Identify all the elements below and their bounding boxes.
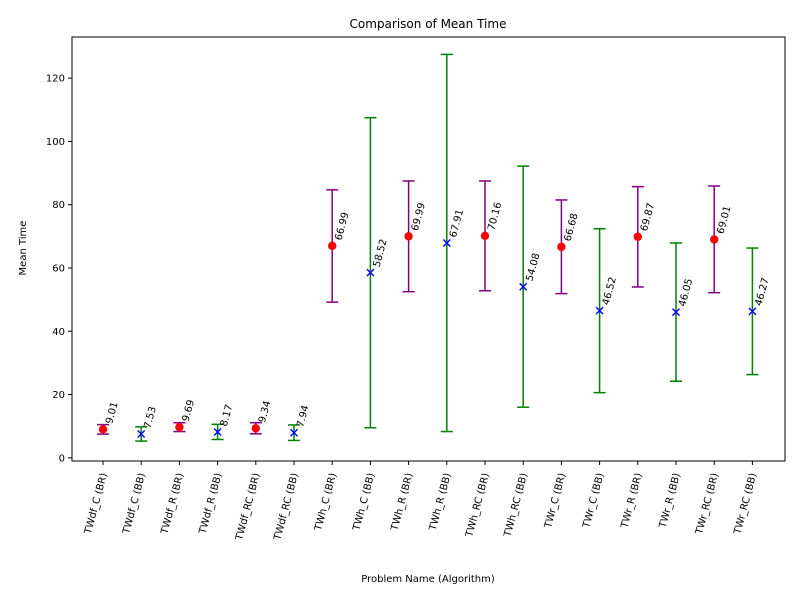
data-point-br — [480, 231, 490, 241]
data-point-bb — [595, 306, 604, 315]
x-tick-label: TWh_R (BB) — [428, 472, 454, 533]
data-label: 54.08 — [524, 252, 542, 283]
x-axis-title: Problem Name (Algorithm) — [361, 574, 495, 585]
x-tick-label: TWdf_RC (BB) — [272, 472, 301, 543]
data-point-bb — [519, 282, 528, 291]
data-label: 58.52 — [372, 238, 390, 269]
data-label: 7.94 — [295, 404, 311, 428]
chart-title: Comparison of Mean Time — [350, 17, 507, 31]
data-point-br — [710, 235, 719, 244]
data-label: 46.05 — [677, 277, 695, 308]
x-tick-label: TWh_C (BB) — [351, 472, 377, 533]
data-label: 70.16 — [486, 201, 504, 232]
x-tick-label: TWh_RC (BR) — [464, 472, 492, 539]
data-point-bb — [748, 307, 757, 316]
data-label: 66.99 — [333, 211, 351, 242]
plot-area: 0 20 40 60 80 100 120 TWdf_C (BR) TWdf_C (BB) TWd… — [46, 36, 786, 543]
data-label: 9.01 — [104, 401, 120, 425]
data-label: 66.68 — [563, 212, 581, 243]
data-point-bb — [672, 308, 680, 317]
data-point-bb — [442, 238, 451, 247]
x-tick-label: TWdf_C (BB) — [121, 472, 148, 536]
data-point-bb — [137, 430, 146, 439]
y-tick-label: 80 — [52, 200, 65, 211]
plot-frame — [71, 36, 786, 462]
x-tick-label: TWr_C (BB) — [581, 472, 606, 530]
y-tick-label: 60 — [52, 263, 65, 274]
data-point-br — [328, 241, 337, 251]
data-label: 9.69 — [181, 399, 197, 423]
data-point-br — [633, 232, 642, 241]
data-label: 69.01 — [715, 205, 733, 236]
data-label: 46.27 — [754, 277, 772, 308]
data-label: 69.87 — [639, 202, 657, 233]
y-tick-label: 120 — [46, 74, 65, 85]
x-tick-label: TWdf_C (BR) — [83, 472, 110, 536]
data-point-bb — [366, 268, 375, 277]
data-label: 69.99 — [410, 202, 428, 233]
data-label: 9.34 — [257, 400, 273, 424]
x-tick-label: TWdf_RC (BR) — [234, 472, 263, 543]
data-label: 8.17 — [219, 403, 235, 427]
x-tick-label: TWh_R (BR) — [389, 472, 415, 533]
data-point-br — [98, 425, 108, 434]
data-point-bb — [290, 428, 298, 437]
data-point-br — [404, 232, 413, 241]
x-tick-label: TWr_RC (BR) — [694, 472, 721, 537]
x-tick-label: TWh_RC (BB) — [502, 472, 530, 539]
y-tick-label: 100 — [46, 137, 65, 148]
data-label: 67.91 — [448, 208, 466, 239]
y-tick-label: 40 — [52, 327, 65, 338]
y-tick-label: 20 — [52, 390, 65, 401]
x-tick-label: TWr_RC (BB) — [732, 472, 759, 537]
data-point-bb — [213, 427, 222, 436]
y-tick-label: 0 — [59, 453, 65, 464]
data-point-br — [175, 422, 184, 432]
x-tick-label: TWdf_R (BB) — [197, 472, 224, 536]
data-point-br — [557, 242, 566, 252]
x-tick-label: TWr_C (BR) — [543, 472, 569, 530]
data-point-br — [251, 424, 260, 433]
x-tick-label: TWr_R (BB) — [657, 472, 682, 530]
x-tick-label: TWdf_R (BR) — [159, 472, 186, 536]
y-axis-title: Mean Time — [18, 221, 29, 276]
x-tick-label: TWr_R (BR) — [619, 472, 645, 530]
data-label: 46.52 — [601, 276, 619, 307]
data-label: 7.53 — [142, 405, 158, 429]
x-tick-label: TWh_C (BR) — [313, 472, 339, 533]
